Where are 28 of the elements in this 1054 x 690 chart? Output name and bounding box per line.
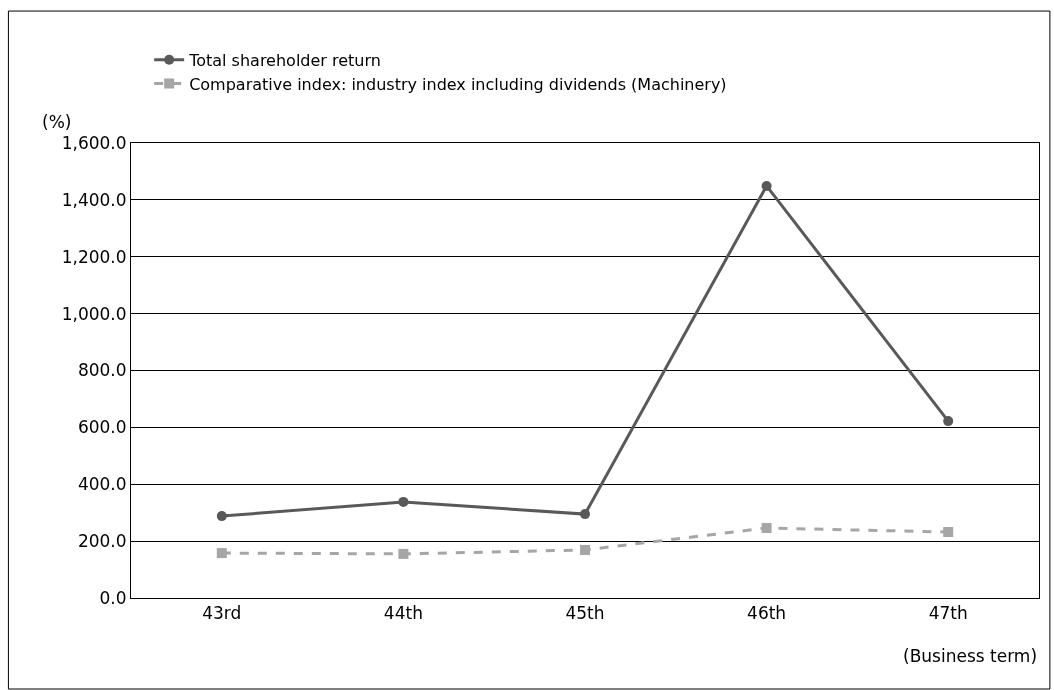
x-tick-label: 46th	[747, 603, 787, 624]
y-tick-label: 400.0	[77, 474, 127, 495]
y-tick-label: 1,200.0	[61, 246, 127, 267]
x-tick-label: 44th	[383, 603, 423, 624]
y-axis-title: (%)	[42, 112, 72, 132]
y-tick-label: 1,400.0	[61, 189, 127, 210]
point	[216, 548, 227, 559]
y-tick-label: 0.0	[99, 587, 127, 608]
point	[761, 523, 772, 534]
point	[580, 544, 590, 555]
y-tick-label: 800.0	[77, 360, 127, 381]
point	[580, 509, 590, 520]
x-axis-title: (Business term)	[903, 646, 1038, 666]
point	[398, 496, 409, 507]
y-tick-label: 1,600.0	[61, 132, 127, 153]
x-tick-label: 43rd	[202, 603, 242, 624]
legend-label: Total shareholder return	[188, 51, 381, 71]
point	[216, 511, 227, 522]
y-tick-label: 1,000.0	[61, 303, 127, 324]
y-tick-label: 600.0	[77, 417, 127, 438]
point	[761, 180, 772, 191]
x-tick-label: 47th	[928, 603, 968, 624]
point	[398, 548, 409, 559]
point	[943, 527, 954, 538]
x-tick-label: 45th	[565, 603, 605, 624]
y-tick-label: 200.0	[77, 531, 127, 552]
legend-label: Comparative index: industry index including dividends (Machinery)	[189, 74, 727, 94]
point	[943, 416, 954, 427]
